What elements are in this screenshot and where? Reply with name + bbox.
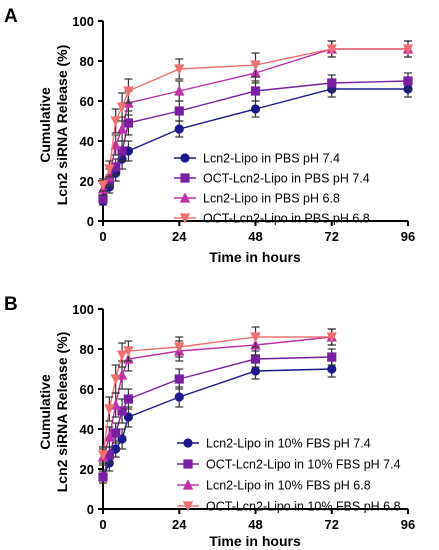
- panel-b-data-point: [174, 342, 185, 353]
- panel-b-data-point: [104, 404, 115, 415]
- panel-a-data-point: [117, 146, 127, 156]
- panel-b-data-point: [123, 346, 134, 357]
- panel-b-legend-label: Lcn2-Lipo in 10% FBS pH 6.8: [206, 479, 371, 493]
- panel-b-legend-label: OCT-Lcn2-Lipo in 10% FBS pH 6.8: [206, 500, 401, 514]
- panel-b-legend-label: Lcn2-Lipo in 10% FBS pH 7.4: [206, 437, 371, 451]
- panel-a-x-tick-label: 48: [248, 229, 262, 244]
- panel-a-data-point: [250, 60, 261, 71]
- panel-b-data-point: [327, 364, 337, 374]
- panel-a-legend-marker: [179, 213, 191, 224]
- panel-b-legend-label: OCT-Lcn2-Lipo in 10% FBS pH 7.4: [206, 458, 401, 472]
- panel-b-data-point: [110, 374, 121, 385]
- panel-b-data-point: [327, 352, 337, 362]
- panel-a-y-tick-label: 0: [87, 214, 94, 229]
- panel-b-xlabel: Time in hours: [209, 533, 301, 549]
- panel-a-x-tick-label: 0: [99, 229, 106, 244]
- panel-b-x-tick-label: 48: [248, 517, 262, 532]
- panel-a-data-point: [174, 106, 184, 116]
- panel-b-data-point: [104, 431, 115, 442]
- panel-a-x-tick-label: 72: [325, 229, 339, 244]
- panel-b-series-4: [97, 326, 337, 464]
- panel-b: B Cumulative Lcn2 siRNA Release (%) Time…: [4, 294, 415, 549]
- panel-a-legend-label: OCT-Lcn2-Lipo in PBS pH 6.8: [203, 212, 370, 226]
- panel-a-y-tick-label: 100: [72, 14, 94, 29]
- panel-b-data-point: [111, 428, 121, 438]
- panel-a-y-tick-label: 60: [80, 94, 94, 109]
- panel-a-legend-label: Lcn2-Lipo in PBS pH 7.4: [203, 152, 340, 166]
- panel-a-ylabel-line2: Lcn2 siRNA Release (%): [54, 45, 70, 206]
- panel-a-data-point: [327, 78, 337, 88]
- panel-b-y-tick-label: 20: [80, 462, 94, 477]
- panel-b-x-tick-label: 96: [401, 517, 415, 532]
- panel-b-legend-marker: [183, 459, 193, 469]
- panel-a: A Cumulative Lcn2 siRNA Release (%) Time…: [4, 6, 415, 265]
- panel-a-data-point: [110, 139, 121, 150]
- panel-b-data-point: [98, 472, 108, 482]
- panel-b-legend-marker: [182, 479, 194, 490]
- panel-a-legend-marker: [180, 173, 190, 183]
- panel-b-data-point: [250, 354, 261, 364]
- panel-b-letter: B: [4, 294, 18, 315]
- panel-a-data-point: [174, 64, 185, 75]
- panel-a-data-point: [110, 116, 121, 127]
- panel-a-y-tick-label: 80: [80, 54, 94, 69]
- panel-b-data-point: [174, 392, 184, 402]
- panel-b-y-tick-label: 60: [80, 382, 94, 397]
- panel-b-ylabel-line2: Lcn2 siRNA Release (%): [54, 332, 70, 493]
- panel-a-data-point: [174, 85, 185, 96]
- panel-b-data-point: [116, 350, 128, 361]
- panel-b-x-tick-label: 72: [325, 517, 339, 532]
- panel-a-y-tick-label: 40: [80, 134, 94, 149]
- panel-b-x-tick-label: 24: [172, 517, 187, 532]
- panel-a-legend-label: Lcn2-Lipo in PBS pH 6.8: [203, 192, 340, 206]
- panel-a-data-point: [403, 76, 413, 86]
- panel-b-legend: Lcn2-Lipo in 10% FBS pH 7.4 OCT-Lcn2-Lipo…: [177, 437, 401, 514]
- panel-b-y-tick-label: 40: [80, 422, 94, 437]
- panel-a-data-point: [250, 86, 261, 96]
- panel-a-letter: A: [4, 6, 18, 27]
- panel-b-y-tick-label: 100: [72, 302, 94, 317]
- panel-a-x-tick-label: 96: [401, 229, 415, 244]
- panel-a-legend-label: OCT-Lcn2-Lipo in PBS pH 7.4: [203, 172, 370, 186]
- panel-b-data-point: [250, 332, 261, 343]
- panel-a-legend-marker: [180, 153, 190, 163]
- panel-b-y-tick-label: 80: [80, 342, 94, 357]
- panel-a-data-point: [326, 44, 337, 55]
- panel-b-data-point: [174, 374, 184, 384]
- panel-a-data-point: [97, 180, 109, 191]
- panel-b-y-tick-label: 0: [87, 502, 94, 517]
- panel-b-legend-marker: [183, 438, 193, 448]
- panel-a-y-tick-label: 20: [80, 174, 94, 189]
- panel-a-data-point: [111, 162, 121, 172]
- panel-a-data-point: [104, 164, 115, 175]
- panel-b-legend-marker: [182, 501, 194, 512]
- panel-a-data-point: [402, 44, 414, 55]
- panel-b-data-point: [123, 394, 134, 404]
- panel-a-legend-marker: [179, 192, 191, 203]
- panel-b-data-point: [97, 450, 109, 461]
- panel-a-data-point: [123, 118, 134, 128]
- panel-a-xlabel: Time in hours: [209, 249, 301, 265]
- panel-a-legend: Lcn2-Lipo in PBS pH 7.4 OCT-Lcn2-Lipo in …: [174, 152, 370, 226]
- panel-b-data-point: [117, 406, 127, 416]
- panel-a-data-point: [116, 102, 128, 113]
- panel-a-data-point: [174, 124, 184, 134]
- panel-a-data-point: [250, 104, 261, 114]
- panel-b-data-point: [326, 332, 337, 343]
- panel-a-data-point: [116, 123, 128, 134]
- panel-b-data-point: [250, 366, 261, 376]
- panel-a-data-point: [98, 194, 108, 204]
- panel-b-x-tick-label: 0: [99, 517, 106, 532]
- panel-a-data-point: [123, 86, 134, 97]
- panel-a-series-4: [97, 40, 414, 192]
- panel-b-ylabel-line1: Cumulative: [37, 374, 53, 450]
- panel-a-x-tick-label: 24: [172, 229, 187, 244]
- panel-a-ylabel-line1: Cumulative: [37, 87, 53, 163]
- panel-b-data-point: [104, 450, 114, 460]
